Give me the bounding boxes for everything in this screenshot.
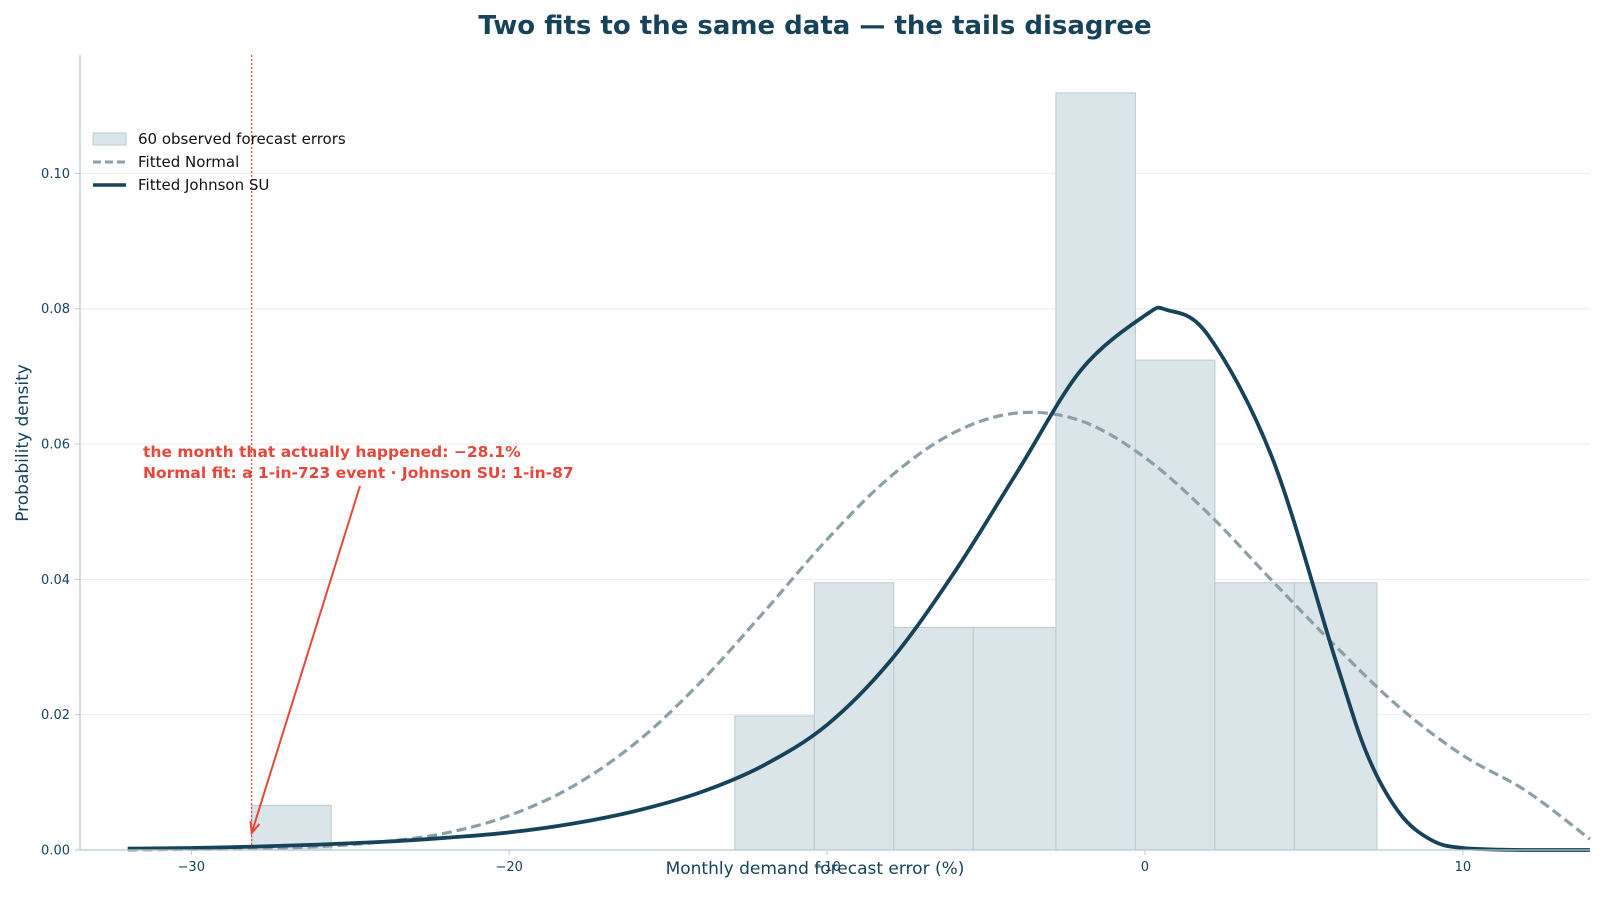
y-tick-label-4: 0.08 [41, 302, 70, 317]
x-ticks: −30 −20 −10 0 10 [178, 850, 1472, 875]
x-tick-label-1: −20 [495, 860, 522, 875]
axes [79, 55, 1590, 851]
legend-label-johnson: Fitted Johnson SU [138, 176, 269, 194]
x-axis-label: Monthly demand forecast error (%) [666, 859, 965, 879]
x-tick-label-2: −10 [813, 860, 840, 875]
annotation-arrow [250, 485, 361, 834]
legend-label-normal: Fitted Normal [138, 153, 239, 171]
legend-label-histogram: 60 observed forecast errors [138, 130, 346, 148]
histogram-bars [251, 92, 1378, 851]
y-tick-label-5: 0.10 [41, 167, 70, 182]
y-axis-label: Probability density [13, 364, 33, 522]
legend: 60 observed forecast errors Fitted Norma… [92, 130, 346, 194]
x-tick-label-3: 0 [1141, 860, 1149, 875]
x-tick-label-0: −30 [178, 860, 205, 875]
normal-fit-curve [127, 410, 1591, 852]
histogram-bar-0 [251, 804, 332, 851]
histogram-bar-2 [813, 582, 895, 851]
annotation-arrowhead [249, 821, 261, 836]
histogram-bar-1 [734, 715, 815, 851]
histogram-bar-6 [1134, 359, 1216, 851]
johnson-su-fit-curve [127, 305, 1590, 852]
annotation-line-2: Normal fit: a 1-in-723 event · Johnson S… [143, 464, 574, 482]
x-tick-label-4: 10 [1455, 860, 1472, 875]
chart-title: Two fits to the same data — the tails di… [478, 11, 1151, 41]
histogram-bar-8 [1293, 582, 1378, 851]
legend-swatch-histogram [92, 132, 127, 146]
histogram-bar-4 [972, 626, 1057, 851]
y-ticks: 0.00 0.02 0.04 0.06 0.08 0.10 [41, 167, 80, 859]
y-tick-label-1: 0.02 [41, 708, 70, 723]
y-tick-label-0: 0.00 [41, 844, 70, 859]
histogram-bar-5 [1055, 92, 1136, 851]
annotation: the month that actually happened: −28.1%… [143, 443, 574, 836]
histogram-bar-7 [1214, 582, 1295, 851]
y-tick-label-3: 0.06 [41, 438, 70, 453]
y-tick-label-2: 0.04 [41, 573, 70, 588]
annotation-line-1: the month that actually happened: −28.1% [143, 443, 521, 461]
histogram-bar-3 [893, 626, 974, 851]
